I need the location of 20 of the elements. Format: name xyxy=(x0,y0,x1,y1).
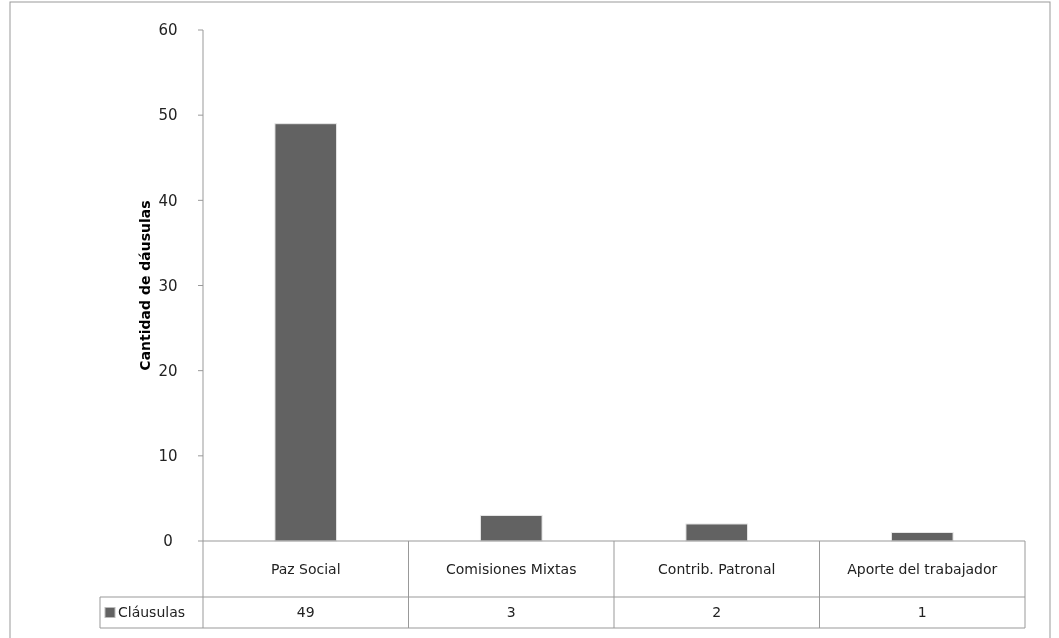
y-tick-label: 30 xyxy=(158,276,178,295)
x-tick-label: Paz Social xyxy=(270,560,341,577)
x-tick-label: Contrib. Patronal xyxy=(658,560,776,577)
x-tick-label: Aporte del trabajador xyxy=(847,560,998,577)
y-tick-label: 60 xyxy=(158,21,178,40)
y-tick-label: 40 xyxy=(158,191,178,210)
y-axis-title: Cantidad de dáusulas xyxy=(137,200,153,371)
data-label: 1 xyxy=(917,604,927,621)
bar xyxy=(479,514,543,542)
y-tick-label: 0 xyxy=(163,532,173,551)
y-tick-label: 10 xyxy=(158,447,178,466)
data-label: 2 xyxy=(712,604,722,621)
data-label: 49 xyxy=(296,604,315,621)
legend-label: Cláusulas xyxy=(118,604,186,621)
x-tick-label: Comisiones Mixtas xyxy=(446,560,577,577)
y-tick-label: 20 xyxy=(158,361,178,380)
bar xyxy=(685,523,749,542)
data-label: 3 xyxy=(506,604,516,621)
y-tick-label: 50 xyxy=(158,106,178,125)
bar xyxy=(274,123,338,542)
